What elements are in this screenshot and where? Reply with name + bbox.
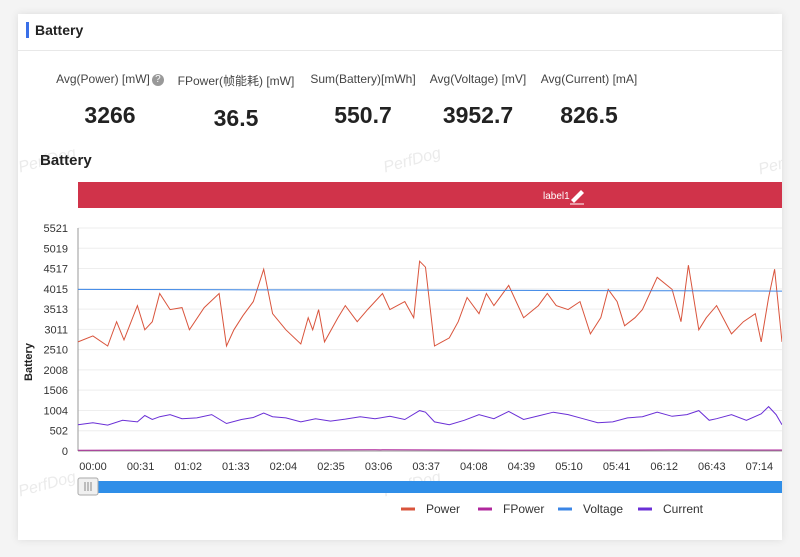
- legend-label-power[interactable]: Power: [426, 502, 460, 516]
- y-tick-label: 5521: [44, 223, 68, 235]
- x-tick-label: 06:43: [698, 461, 726, 473]
- stat-label: Avg(Power) [mW]: [56, 72, 150, 86]
- y-tick-label: 5019: [44, 243, 68, 255]
- band-label: label1: [543, 191, 570, 202]
- stat-label: Avg(Current) [mA]: [540, 72, 638, 86]
- x-tick-label: 00:31: [127, 461, 155, 473]
- stat-value: 3952.7: [442, 102, 514, 128]
- stat-label: Sum(Battery)[mWh]: [310, 72, 416, 86]
- time-range-slider[interactable]: [78, 481, 782, 493]
- y-tick-label: 502: [50, 426, 68, 438]
- y-tick-label: 0: [62, 446, 68, 458]
- legend-label-voltage[interactable]: Voltage: [583, 502, 623, 516]
- y-tick-label: 3011: [44, 324, 68, 336]
- x-tick-label: 01:02: [174, 461, 202, 473]
- x-tick-label: 02:04: [270, 461, 298, 473]
- legend-label-fpower[interactable]: FPower: [503, 502, 544, 516]
- x-tick-label: 01:33: [222, 461, 250, 473]
- x-tick-label: 05:41: [603, 461, 631, 473]
- x-tick-label: 03:06: [365, 461, 393, 473]
- y-tick-label: 1506: [44, 385, 68, 397]
- x-tick-label: 05:10: [555, 461, 583, 473]
- x-tick-label: 00:00: [79, 461, 107, 473]
- stat-sum-battery: Sum(Battery)[mWh] 550.7: [302, 72, 424, 129]
- stat-value: 3266: [84, 102, 136, 128]
- stat-label: Avg(Voltage) [mV]: [429, 72, 527, 86]
- x-tick-label: 04:39: [508, 461, 536, 473]
- y-tick-label: 2510: [44, 345, 68, 357]
- stat-fpower: FPower(帧能耗) [mW] 36.5: [174, 72, 298, 132]
- stat-value: 826.5: [560, 102, 618, 128]
- y-tick-label: 2008: [44, 365, 68, 377]
- y-axis-label: Battery: [23, 342, 35, 381]
- stat-avg-voltage: Avg(Voltage) [mV] 3952.7: [422, 72, 534, 129]
- header-accent-bar: [26, 22, 29, 38]
- help-icon[interactable]: ?: [151, 73, 164, 86]
- y-tick-label: 1004: [44, 405, 68, 417]
- edit-icon[interactable]: [571, 190, 584, 203]
- series-line-power: [77, 260, 782, 348]
- stat-avg-current: Avg(Current) [mA] 826.5: [536, 72, 642, 129]
- x-tick-label: 06:12: [650, 461, 678, 473]
- series-line-current: [77, 405, 782, 426]
- x-tick-label: 02:35: [317, 461, 345, 473]
- chart-title: Battery: [40, 152, 92, 169]
- x-tick-label: 03:37: [412, 461, 440, 473]
- card-header: Battery: [18, 14, 782, 51]
- y-tick-label: 4015: [44, 284, 68, 296]
- card-title: Battery: [35, 22, 84, 38]
- label-band[interactable]: [78, 182, 782, 208]
- stat-value: 550.7: [334, 102, 392, 128]
- x-tick-label: 07:14: [746, 461, 774, 473]
- stat-label: FPower(帧能耗) [mW]: [177, 74, 295, 88]
- battery-chart: label1 5521 5019 4517 4015 3513 3011 2510 2008 15…: [23, 182, 782, 516]
- x-tick-label: 04:08: [460, 461, 488, 473]
- y-tick-label: 4517: [44, 264, 68, 276]
- battery-card: Battery PerfDog PerfDog PerfDog PerfDog …: [18, 14, 782, 540]
- stat-value: 36.5: [213, 105, 259, 131]
- legend-label-current[interactable]: Current: [663, 502, 704, 516]
- y-tick-label: 3513: [44, 304, 68, 316]
- stat-avg-power: Avg(Power) [mW]? 3266: [50, 72, 170, 129]
- series-line-voltage: [77, 288, 782, 292]
